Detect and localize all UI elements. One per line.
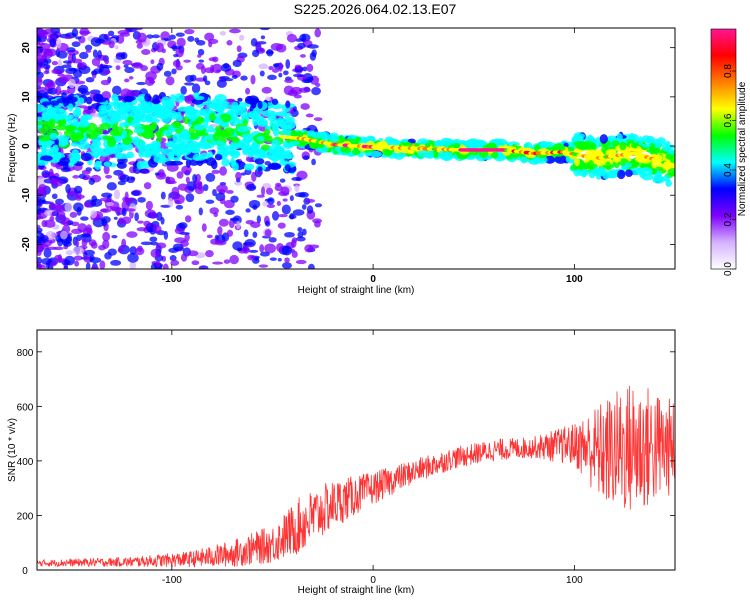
y-tick-label: 400 bbox=[17, 457, 34, 468]
colorbar-tick-label: 0.8 bbox=[723, 64, 734, 78]
colorbar-tick-label: 0.6 bbox=[723, 113, 734, 127]
snr-ticks: -100 0 100 0 200 400 600 800 bbox=[17, 330, 675, 586]
snr-series-line bbox=[37, 385, 675, 568]
snr-y-label: SNR (10 * v/v) bbox=[7, 418, 18, 482]
y-tick-label: 10 bbox=[21, 91, 32, 103]
colorbar-ticks: 0.0 0.2 0.4 0.6 0.8 bbox=[723, 64, 736, 276]
spectrogram-frame bbox=[36, 27, 676, 270]
x-tick-label: -100 bbox=[162, 575, 182, 586]
spectrogram-blobs bbox=[37, 28, 675, 269]
x-tick-label: 100 bbox=[566, 274, 583, 285]
y-tick-label: -20 bbox=[21, 237, 32, 252]
y-tick-label: 600 bbox=[17, 402, 34, 413]
x-tick-label: 0 bbox=[370, 274, 376, 285]
x-tick-label: 100 bbox=[566, 575, 583, 586]
x-tick-label: -100 bbox=[162, 274, 182, 285]
colorbar-frame bbox=[710, 28, 737, 270]
y-tick-label: 200 bbox=[17, 511, 34, 522]
snr-x-label: Height of straight line (km) bbox=[298, 585, 415, 596]
colorbar: 0.0 0.2 0.4 0.6 0.8 Normalized spectral ampl… bbox=[710, 28, 748, 276]
colorbar-gradient bbox=[711, 29, 736, 269]
y-tick-label: 0 bbox=[21, 143, 32, 149]
spectrogram-x-label: Height of straight line (km) bbox=[298, 285, 415, 296]
y-tick-label: -10 bbox=[21, 188, 32, 203]
figure-title: S225.2026.064.02.13.E07 bbox=[294, 1, 457, 17]
snr-frame bbox=[36, 329, 676, 571]
spectrogram-y-label: Frequency (Hz) bbox=[7, 114, 18, 183]
colorbar-tick-label: 0.2 bbox=[723, 212, 734, 226]
x-tick-label: 0 bbox=[370, 575, 376, 586]
colorbar-label: Normalized spectral amplitude bbox=[737, 81, 748, 216]
colorbar-tick-label: 0.0 bbox=[723, 262, 734, 276]
y-tick-label: 800 bbox=[17, 348, 34, 359]
y-tick-label: 0 bbox=[22, 566, 28, 577]
colorbar-tick-label: 0.4 bbox=[723, 163, 734, 177]
y-tick-label: 20 bbox=[21, 42, 32, 54]
snr-panel: -100 0 100 0 200 400 600 800 SNR (10 * v/v) Hei… bbox=[7, 329, 676, 596]
